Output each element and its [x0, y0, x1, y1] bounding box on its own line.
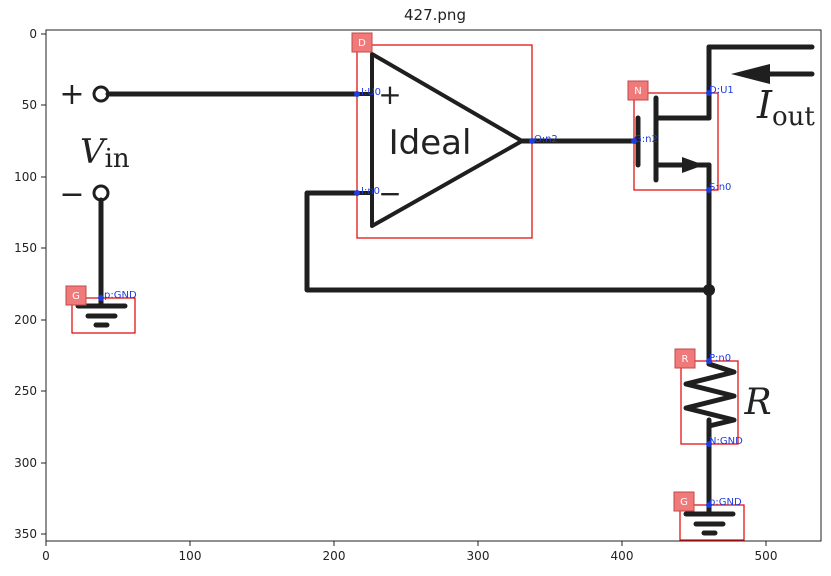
- pin-res-bottom-label: N:GND: [709, 436, 743, 447]
- vin-source: + Vin −: [59, 77, 129, 212]
- pin-opamp-out: [529, 138, 535, 144]
- figure-title: 427.png: [404, 6, 466, 24]
- pin-opamp-pos: [354, 91, 360, 97]
- x-tick-label: 0: [42, 549, 50, 563]
- tag-opamp: [351, 32, 373, 53]
- nmos-arrow: [682, 157, 704, 173]
- ground-right: [683, 511, 736, 536]
- ground-left: [75, 303, 128, 328]
- pin-gnd-right: [706, 502, 712, 508]
- pin-gnd-left: [98, 295, 104, 301]
- iout-label: Iout: [756, 83, 815, 132]
- opamp-triangle: [370, 52, 524, 228]
- tag-ground-right-text: G: [680, 497, 688, 508]
- pin-nmos-drain: [706, 90, 712, 96]
- tag-ground-right: [673, 491, 695, 512]
- resistor-zigzag: [683, 361, 737, 429]
- pin-res-top: [706, 358, 712, 364]
- junction-node: [703, 284, 715, 296]
- tag-ground-left-text: G: [72, 291, 80, 302]
- resistor-label: R: [743, 382, 771, 423]
- pin-gnd-right-label: p:GND: [709, 497, 742, 508]
- pin-opamp-neg-label: I:n0: [361, 186, 380, 197]
- y-tick-label: 50: [22, 98, 37, 112]
- opamp-minus: −: [378, 177, 401, 210]
- tag-nmos-text: N: [634, 86, 641, 97]
- pin-nmos-gate: [631, 138, 637, 144]
- x-tick-label: 200: [323, 549, 346, 563]
- pin-gnd-left-label: p:GND: [104, 290, 137, 301]
- wire-feedback: [304, 190, 712, 293]
- pin-opamp-pos-label: I:U0: [361, 87, 381, 98]
- wires: [98, 44, 815, 515]
- vin-label: Vin: [80, 132, 130, 174]
- circuit-schematic: + Vin −: [59, 44, 815, 536]
- annotations: D N R G G I:U0 I:n0 O:n2 D:U1 G:n2 S:n0: [65, 32, 745, 541]
- y-tick-label: 250: [14, 384, 37, 398]
- iout: Iout: [731, 64, 815, 132]
- y-tick-label: 200: [14, 313, 37, 327]
- pin-nmos-source: [706, 187, 712, 193]
- opamp-ideal-text: Ideal: [389, 123, 472, 163]
- x-tick-label: 100: [179, 549, 202, 563]
- opamp: + − Ideal: [357, 52, 524, 228]
- iout-arrow-head: [731, 64, 770, 84]
- pin-nmos-source-label: S:n0: [709, 182, 731, 193]
- axes-frame: [45, 29, 822, 542]
- tag-resistor: [674, 348, 696, 369]
- vin-minus-sign: −: [59, 177, 84, 212]
- y-tick-label: 0: [29, 27, 37, 41]
- vin-plus-sign: +: [59, 77, 84, 112]
- x-axis: 0 100 200 300 400 500: [42, 541, 777, 563]
- tag-ground-left: [65, 285, 87, 306]
- tag-opamp-text: D: [358, 38, 366, 49]
- tag-resistor-text: R: [682, 354, 689, 365]
- y-tick-label: 350: [14, 527, 37, 541]
- y-tick-label: 150: [14, 241, 37, 255]
- x-tick-label: 300: [467, 549, 490, 563]
- x-tick-label: 400: [611, 549, 634, 563]
- pin-nmos-gate-label: G:n2: [634, 134, 658, 145]
- x-tick-label: 500: [755, 549, 778, 563]
- nmos-transistor: [635, 95, 712, 183]
- y-tick-label: 300: [14, 456, 37, 470]
- y-axis: 0 50 100 150 200 250 300 350: [14, 27, 46, 541]
- pin-opamp-neg: [354, 190, 360, 196]
- pin-res-bottom: [706, 441, 712, 447]
- pin-res-top-label: P:n0: [709, 353, 731, 364]
- pin-nmos-drain-label: D:U1: [709, 85, 734, 96]
- tag-nmos: [627, 80, 649, 101]
- resistor: R: [683, 361, 772, 429]
- y-tick-label: 100: [14, 170, 37, 184]
- opamp-plus: +: [378, 78, 401, 111]
- pin-opamp-out-label: O:n2: [534, 134, 558, 145]
